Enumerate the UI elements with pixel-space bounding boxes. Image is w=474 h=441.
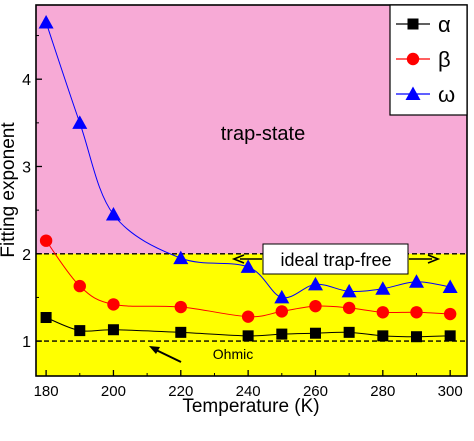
legend-marker-omega xyxy=(405,86,421,100)
y-tick-label-2: 2 xyxy=(22,247,31,264)
x-tick-label-280: 280 xyxy=(370,383,395,400)
legend-label-alpha: α xyxy=(438,12,451,37)
legend-marker-alpha xyxy=(407,18,419,30)
point-omega-270 xyxy=(341,283,357,298)
ideal-trap-free-box xyxy=(262,243,409,275)
point-omega-220 xyxy=(173,250,189,265)
annotation-trap-state: trap-state xyxy=(221,123,305,145)
plot-frame xyxy=(35,4,468,377)
ideal-trap-free-right-arrow xyxy=(409,254,441,264)
annotation-ohmic: Ohmic xyxy=(149,346,253,363)
ohmic-arrow-shaft xyxy=(153,348,182,363)
point-beta-240 xyxy=(241,310,255,323)
x-tick-label-300: 300 xyxy=(438,383,463,400)
point-alpha-300 xyxy=(444,330,456,342)
point-beta-250 xyxy=(275,305,289,318)
x-tick-label-180: 180 xyxy=(34,383,59,400)
y-axis-label: Fitting exponent xyxy=(0,122,19,258)
point-beta-300 xyxy=(443,307,457,321)
x-tick-label-220: 220 xyxy=(168,383,193,400)
point-beta-270 xyxy=(342,301,356,315)
annotation-trap-state-label: trap-state xyxy=(221,123,305,145)
y-tick-label-4: 4 xyxy=(22,72,31,89)
point-omega-240 xyxy=(240,259,256,273)
point-beta-220 xyxy=(174,300,187,314)
point-omega-190 xyxy=(72,115,88,129)
ohmic-label: Ohmic xyxy=(213,346,253,362)
point-omega-290 xyxy=(408,274,424,288)
point-alpha-280 xyxy=(377,330,389,342)
point-alpha-290 xyxy=(410,331,422,343)
y-tick-label-1: 1 xyxy=(22,334,31,351)
point-beta-180 xyxy=(39,234,53,247)
legend: αβω xyxy=(389,4,468,116)
x-axis-label: Temperature (K) xyxy=(182,396,319,417)
data-points xyxy=(38,14,458,343)
point-beta-190 xyxy=(73,279,86,293)
ideal-trap-free-left-arrow xyxy=(231,254,262,264)
point-beta-280 xyxy=(376,306,390,319)
point-alpha-180 xyxy=(40,312,52,324)
legend-marker-beta xyxy=(406,52,420,66)
point-alpha-200 xyxy=(107,324,119,336)
ohmic-arrow-head xyxy=(149,346,160,354)
curve-omega xyxy=(45,22,451,299)
x-tick-label-240: 240 xyxy=(236,383,261,400)
point-alpha-220 xyxy=(175,326,187,338)
x-tick-label-260: 260 xyxy=(303,383,328,400)
point-alpha-270 xyxy=(343,326,355,338)
point-alpha-250 xyxy=(276,328,288,340)
legend-box xyxy=(389,4,468,116)
point-omega-200 xyxy=(105,207,121,221)
point-alpha-240 xyxy=(242,330,254,342)
point-omega-180 xyxy=(38,14,54,29)
point-omega-250 xyxy=(274,289,290,304)
point-beta-260 xyxy=(309,299,322,313)
point-alpha-260 xyxy=(309,327,321,339)
point-beta-290 xyxy=(410,306,423,319)
x-axis-ticks: 180 200 220 240 260 280 300 xyxy=(34,370,463,400)
point-omega-300 xyxy=(442,279,458,293)
y-axis-ticks: 1 2 3 4 xyxy=(22,35,42,351)
point-alpha-190 xyxy=(74,325,86,337)
y-tick-label-3: 3 xyxy=(22,159,31,176)
legend-label-beta: β xyxy=(438,47,451,72)
point-beta-200 xyxy=(107,298,120,311)
x-tick-label-200: 200 xyxy=(101,383,126,400)
point-omega-260 xyxy=(307,276,323,291)
annotation-ideal-trap-free: ideal trap-free xyxy=(231,243,441,275)
point-omega-280 xyxy=(375,281,391,295)
legend-label-omega: ω xyxy=(438,82,455,107)
ideal-trap-free-label: ideal trap-free xyxy=(280,250,391,270)
